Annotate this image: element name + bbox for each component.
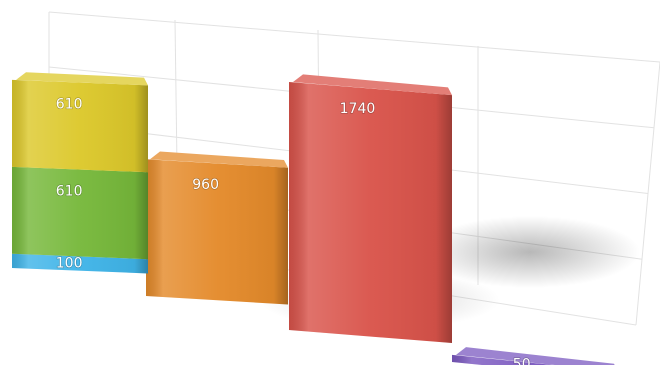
bar-gloss xyxy=(12,166,148,260)
grid-line-v xyxy=(635,61,660,326)
data-label: 1740 xyxy=(340,101,376,117)
bar-gloss xyxy=(289,82,452,344)
data-label: 100 xyxy=(56,256,83,272)
bar-gloss xyxy=(12,253,148,274)
data-label: 610 xyxy=(56,97,83,113)
bar-segment xyxy=(146,151,288,305)
bar-top xyxy=(150,151,288,168)
bars xyxy=(12,72,615,365)
bar-top xyxy=(456,347,615,365)
bar-segment xyxy=(12,166,148,260)
data-label: 960 xyxy=(192,177,219,193)
data-label: 610 xyxy=(56,183,83,199)
bar-top xyxy=(293,74,452,96)
bar-top xyxy=(16,72,148,86)
bar-gloss xyxy=(12,79,148,173)
bar-segment xyxy=(452,347,615,365)
bar-gloss xyxy=(452,354,554,365)
bar-segment xyxy=(12,72,148,173)
bar-segment xyxy=(12,253,148,274)
bar-segment xyxy=(289,74,452,344)
data-labels: 50 1740 960 100 610 610 xyxy=(55,96,531,365)
data-label: 50 xyxy=(513,356,531,365)
grid-line-h xyxy=(48,11,660,63)
bar-gloss xyxy=(146,159,288,305)
